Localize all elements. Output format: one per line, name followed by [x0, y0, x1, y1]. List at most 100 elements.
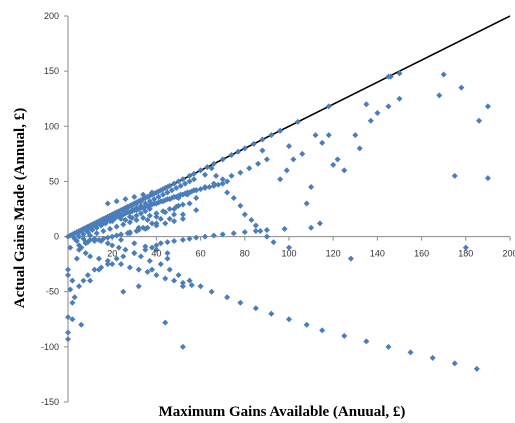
- data-point: [104, 257, 111, 264]
- data-point: [162, 220, 169, 227]
- data-point: [190, 176, 197, 183]
- data-point: [91, 266, 98, 273]
- data-point: [440, 71, 447, 78]
- x-axis-title: Maximum Gains Available (Anuual, £): [159, 404, 406, 420]
- data-point: [131, 193, 138, 200]
- data-point: [126, 219, 133, 226]
- data-point: [140, 224, 147, 231]
- data-point: [118, 231, 125, 238]
- data-point: [137, 202, 144, 209]
- y-tick-label: -50: [46, 287, 59, 297]
- data-point: [387, 73, 394, 80]
- data-point: [142, 246, 149, 253]
- data-point: [263, 226, 270, 233]
- data-point: [76, 233, 83, 240]
- data-point: [95, 266, 102, 273]
- data-point: [118, 236, 125, 243]
- data-point: [84, 272, 91, 279]
- data-point: [162, 319, 169, 326]
- data-point: [73, 255, 80, 262]
- data-point: [164, 255, 171, 262]
- data-point: [135, 283, 142, 290]
- data-point: [186, 178, 193, 185]
- data-point: [179, 176, 186, 183]
- data-point: [153, 220, 160, 227]
- data-point: [115, 209, 122, 216]
- data-point: [352, 132, 359, 139]
- data-point: [363, 101, 370, 108]
- data-point: [396, 95, 403, 102]
- data-point: [241, 145, 248, 152]
- data-point: [484, 103, 491, 110]
- data-point: [179, 279, 186, 286]
- data-point: [162, 209, 169, 216]
- data-point: [104, 234, 111, 241]
- data-point: [241, 211, 248, 218]
- data-point: [241, 229, 248, 236]
- data-point: [193, 187, 200, 194]
- data-point: [451, 360, 458, 367]
- data-point: [71, 294, 78, 301]
- data-point: [157, 215, 164, 222]
- data-point: [179, 211, 186, 218]
- data-point: [208, 288, 215, 295]
- data-point: [308, 183, 315, 190]
- data-point: [263, 233, 270, 240]
- data-point: [171, 206, 178, 212]
- data-point: [208, 165, 215, 172]
- data-point: [100, 228, 107, 235]
- data-point: [268, 310, 275, 317]
- data-point: [175, 178, 182, 185]
- data-point: [259, 136, 266, 143]
- data-point: [179, 215, 186, 222]
- data-point: [257, 228, 264, 235]
- data-point: [122, 196, 129, 203]
- data-point: [263, 156, 270, 163]
- data-point: [91, 235, 98, 242]
- data-point: [250, 140, 257, 147]
- data-point: [91, 222, 98, 229]
- data-point: [113, 198, 120, 205]
- data-point: [142, 200, 149, 207]
- data-point: [171, 211, 178, 218]
- data-point: [484, 175, 491, 182]
- x-tick-label: 100: [281, 249, 296, 259]
- data-point: [120, 207, 127, 214]
- data-point: [146, 198, 153, 205]
- data-point: [126, 264, 133, 271]
- data-point: [162, 275, 169, 282]
- y-tick-label: 0: [54, 232, 59, 242]
- data-point: [230, 194, 237, 201]
- data-point: [148, 266, 155, 273]
- data-point: [175, 202, 182, 209]
- data-point: [67, 286, 74, 293]
- y-tick-label: 150: [44, 66, 59, 76]
- data-point: [120, 211, 127, 218]
- data-point: [319, 139, 326, 146]
- data-point: [65, 336, 71, 343]
- data-point: [129, 214, 136, 221]
- data-point: [146, 206, 153, 212]
- data-point: [87, 253, 94, 260]
- data-point: [133, 204, 140, 211]
- data-point: [219, 156, 226, 163]
- data-point: [197, 283, 204, 290]
- data-point: [356, 145, 363, 152]
- data-point: [166, 266, 173, 273]
- data-point: [140, 214, 147, 221]
- data-point: [164, 250, 171, 257]
- data-point: [109, 233, 116, 240]
- data-point: [237, 299, 244, 306]
- x-tick-label: 180: [458, 249, 473, 259]
- data-point: [69, 316, 76, 323]
- data-point: [82, 250, 89, 257]
- y-tick-label: -150: [41, 397, 59, 407]
- data-point: [157, 240, 164, 247]
- data-point: [290, 156, 297, 163]
- data-point: [228, 151, 235, 158]
- y-axis-title: Actual Gains Made (Annual, £): [12, 108, 28, 308]
- y-tick-label: 200: [44, 11, 59, 21]
- data-point: [129, 207, 136, 214]
- data-point: [155, 193, 162, 200]
- data-point: [286, 143, 292, 150]
